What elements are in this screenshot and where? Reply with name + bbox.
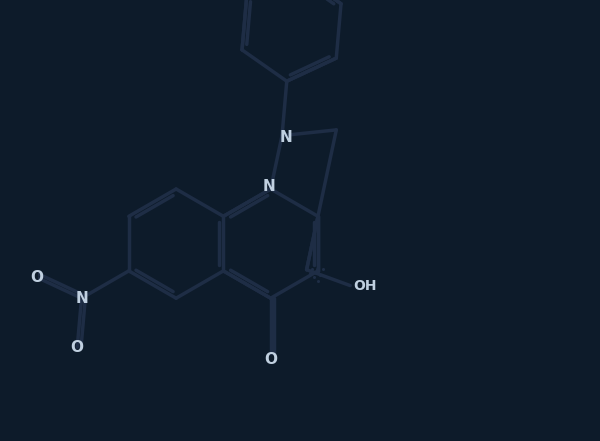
- Text: OH: OH: [353, 279, 377, 292]
- Text: O: O: [264, 351, 277, 366]
- Text: N: N: [262, 179, 275, 194]
- Text: N: N: [75, 291, 88, 306]
- Text: N: N: [280, 130, 293, 145]
- Text: O: O: [31, 270, 43, 285]
- Text: O: O: [71, 340, 84, 355]
